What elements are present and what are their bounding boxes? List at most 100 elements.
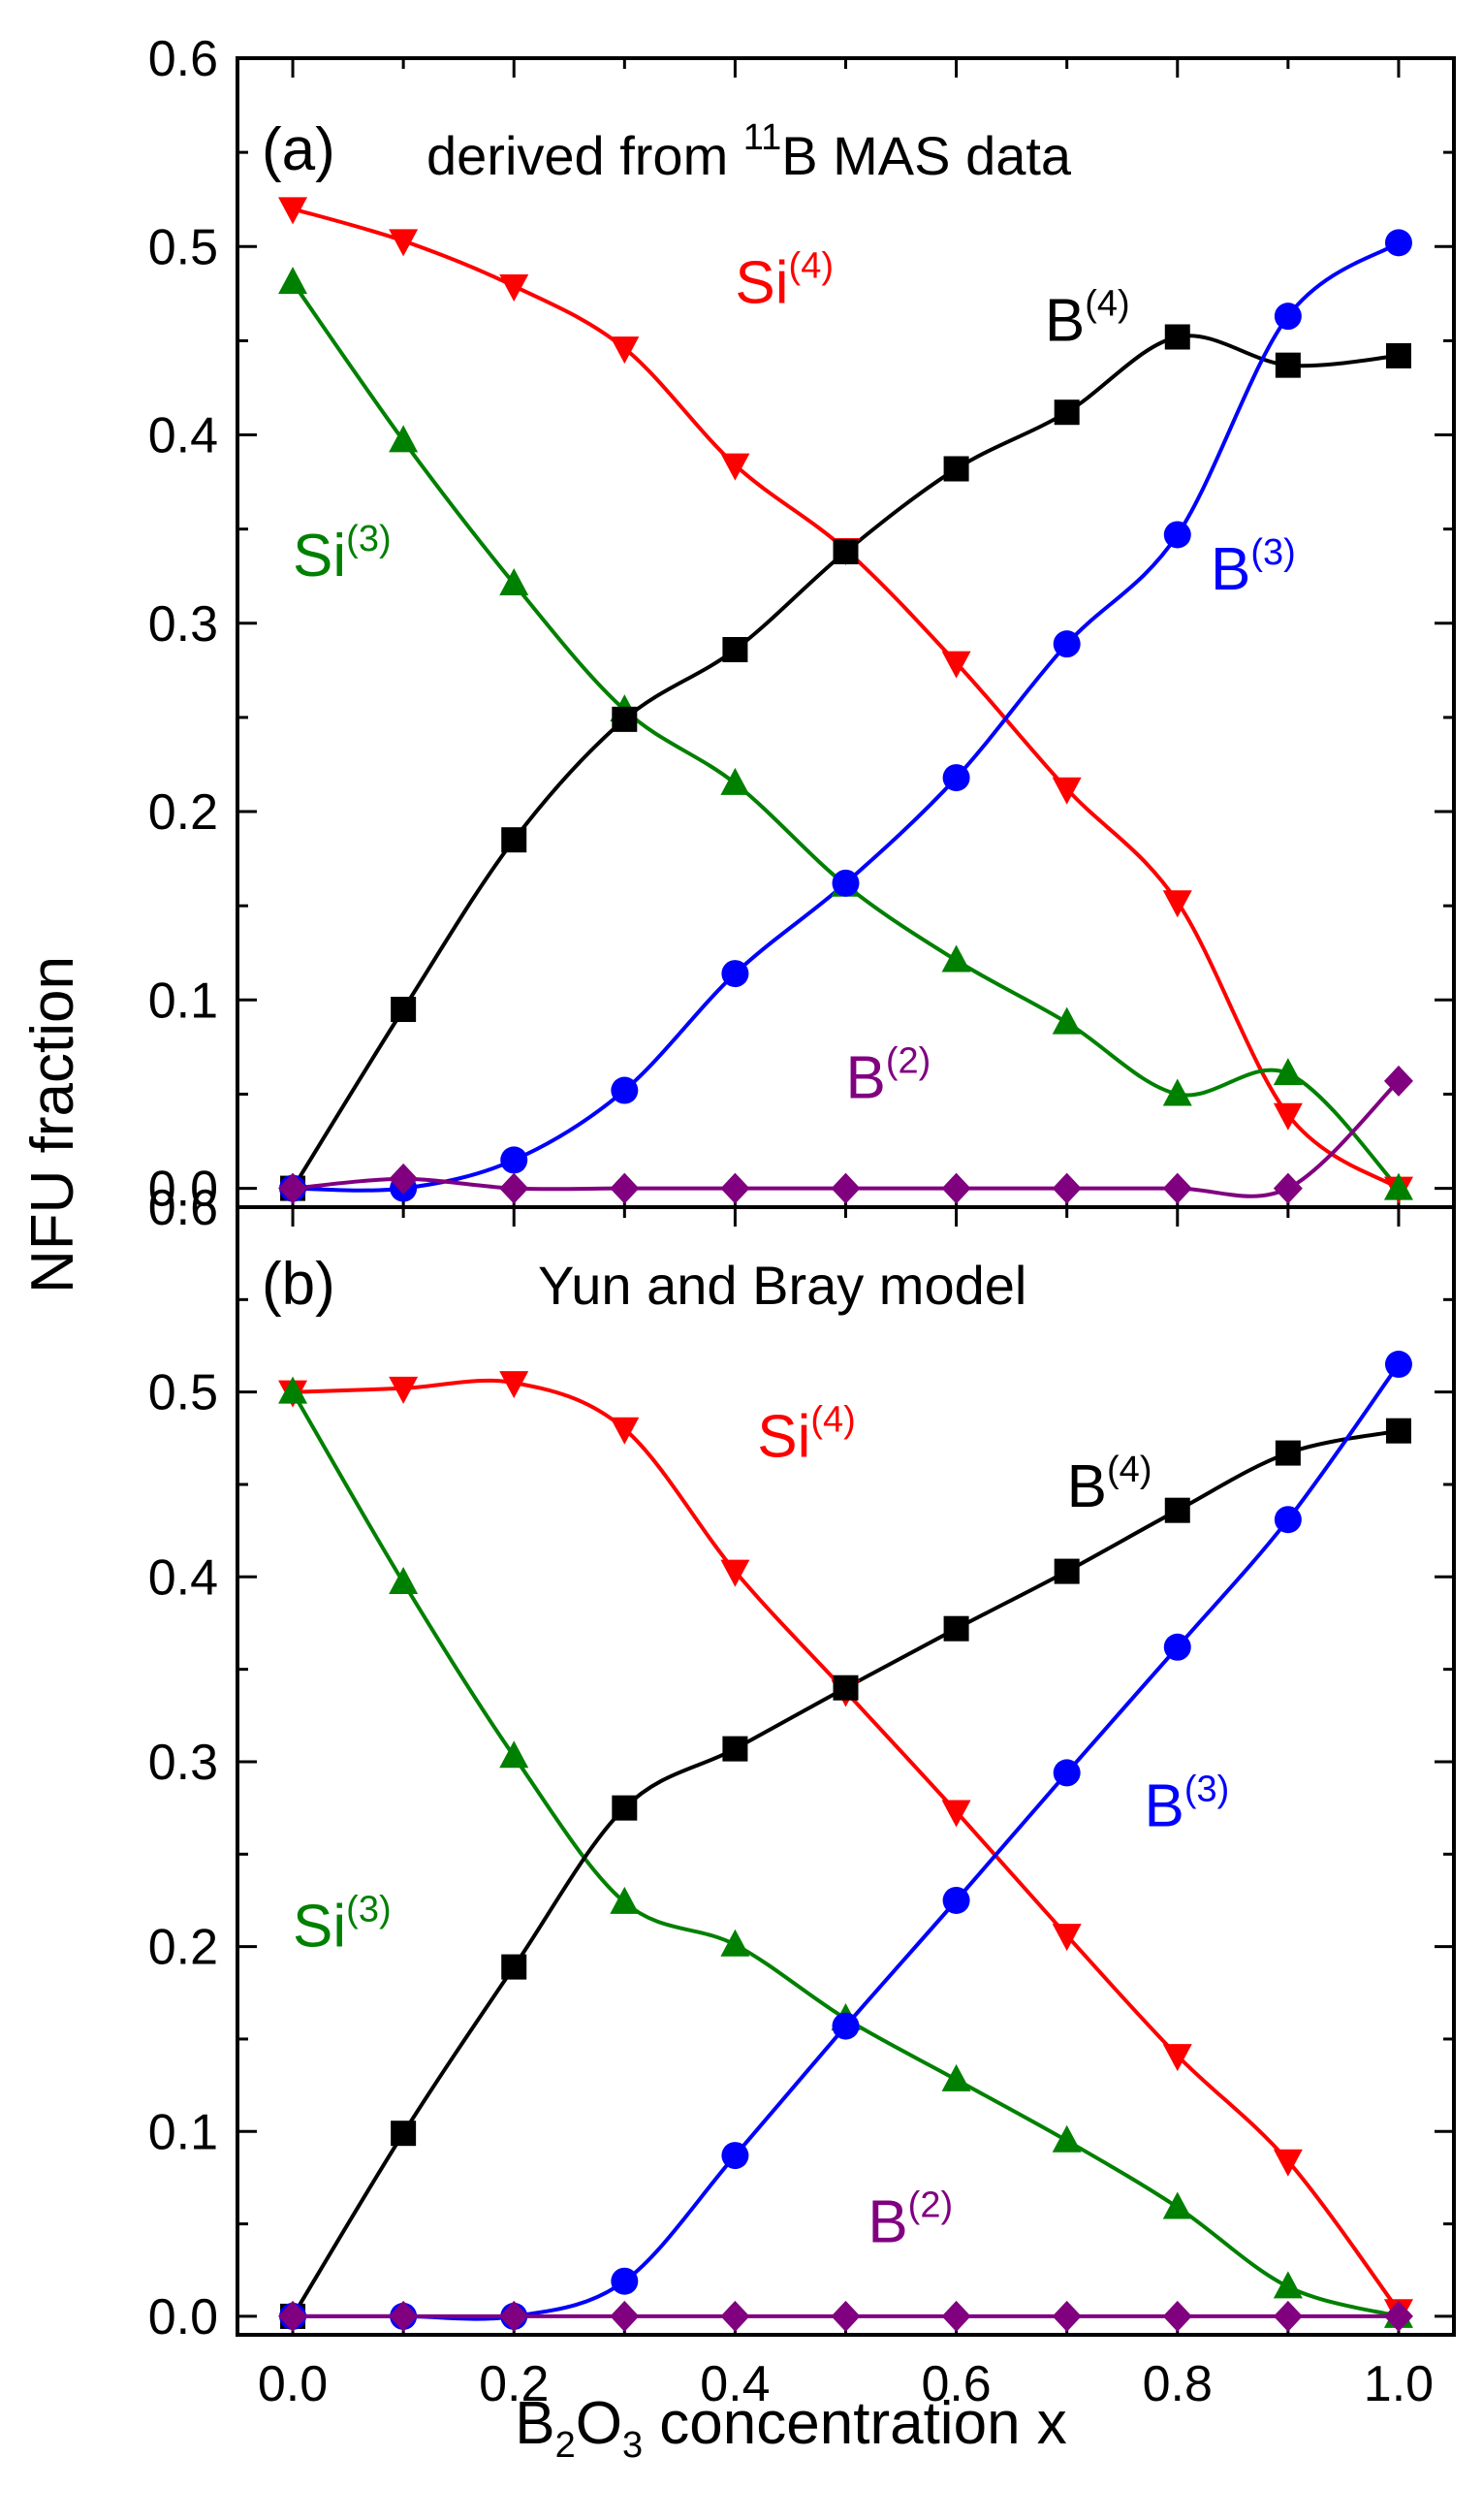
- data-point-si3: [941, 2063, 971, 2091]
- series-label-si4: Si(4): [757, 1399, 856, 1470]
- markers-b: [278, 1351, 1413, 2332]
- data-point-b4: [722, 636, 748, 662]
- data-point-si4: [941, 651, 971, 679]
- data-point-b4: [1164, 1497, 1190, 1523]
- y-tick-label: 0.5: [148, 1365, 218, 1421]
- data-point-b2: [278, 1172, 308, 1204]
- data-point-b2: [1052, 2300, 1082, 2332]
- data-point-b3: [721, 960, 749, 988]
- series-label-b2: B(2): [846, 1040, 931, 1111]
- data-point-si3: [1162, 1078, 1192, 1106]
- panel-title-a-post: B MAS data: [781, 125, 1072, 186]
- data-point-b3: [942, 764, 970, 792]
- data-point-si4: [1273, 2149, 1303, 2177]
- y-tick-label: 0.0: [148, 2289, 218, 2345]
- data-point-b4: [501, 1954, 527, 1980]
- x-axis-title-o: O: [576, 2390, 622, 2457]
- x-axis-title-rest: concentration x: [643, 2390, 1067, 2457]
- data-point-b2: [1383, 1065, 1413, 1097]
- data-point-si4: [610, 336, 640, 365]
- data-point-b2: [1273, 2300, 1303, 2332]
- data-point-b3: [1053, 630, 1081, 658]
- data-point-b4: [833, 1675, 859, 1701]
- series-labels-b: Si(4) Si(3) B(4) B(3) B(2): [293, 1399, 1229, 2255]
- data-point-b3: [1163, 521, 1191, 549]
- y-tick-label: 0.6: [148, 31, 218, 87]
- series-line-b3: [293, 1362, 1401, 2321]
- data-point-b4: [391, 2121, 417, 2147]
- data-point-si4: [1273, 1102, 1303, 1131]
- data-point-b4: [1385, 1418, 1411, 1444]
- data-point-b3: [611, 1076, 639, 1104]
- panel-label-b: (b): [262, 1251, 335, 1318]
- series-line-si3: [291, 281, 1401, 1190]
- data-point-b2: [1273, 1172, 1303, 1204]
- y-tick-label: 0.3: [148, 1735, 218, 1791]
- data-point-b3: [1163, 1633, 1191, 1661]
- panel-title-a: derived from 11B MAS data: [426, 117, 1072, 186]
- data-point-b2: [389, 1163, 419, 1195]
- y-axis-title: NFU fraction: [19, 956, 86, 1293]
- data-point-si3: [610, 1886, 640, 1914]
- curves-b: [291, 1362, 1401, 2321]
- panel-a: 0.0 0.1 0.2 0.3 0.4 0.5 0.6 Si(4) Si(3) B(4) B(3)…: [148, 31, 1456, 1218]
- panel-title-a-pre: derived from: [426, 125, 743, 186]
- data-point-si3: [1273, 1058, 1303, 1086]
- x-axis-title-b: B: [515, 2390, 554, 2457]
- data-point-b2: [831, 2300, 861, 2332]
- data-point-si4: [499, 274, 529, 303]
- x-tick-label: 0.2: [479, 2356, 549, 2412]
- y-tick-label: 0.2: [148, 784, 218, 841]
- data-point-b4: [1385, 342, 1411, 368]
- data-point-si4: [1052, 1924, 1082, 1952]
- data-point-si4: [941, 1800, 971, 1828]
- data-point-b2: [720, 2300, 750, 2332]
- data-point-b3: [832, 869, 860, 897]
- data-point-b2: [941, 2300, 971, 2332]
- series-label-b3: B(3): [1211, 532, 1296, 603]
- data-point-si3: [278, 1376, 308, 1404]
- data-point-si4: [610, 1417, 640, 1445]
- data-point-b3: [1384, 1351, 1412, 1379]
- data-point-b3: [942, 1886, 970, 1914]
- data-point-b2: [499, 2300, 529, 2332]
- data-point-b4: [1164, 324, 1190, 350]
- y-tick-label: 0.1: [148, 973, 218, 1029]
- data-point-b4: [1275, 1440, 1301, 1466]
- data-point-b4: [612, 1795, 638, 1821]
- data-point-si3: [389, 425, 419, 453]
- series-line-si4: [292, 1378, 1401, 2313]
- data-point-b2: [941, 1172, 971, 1204]
- ticks-b: 0.0 0.1 0.2 0.3 0.4 0.5 0.6 0.0 0.2 0.4 0.6 0.8 1.0: [148, 1180, 1454, 2412]
- data-point-si4: [278, 197, 308, 225]
- data-point-si3: [499, 567, 529, 595]
- series-label-b2: B(2): [868, 2185, 953, 2256]
- data-point-b3: [1274, 303, 1302, 331]
- x-tick-label: 0.8: [1143, 2356, 1213, 2412]
- x-axis-title-sub2: 3: [622, 2425, 643, 2466]
- data-point-b3: [500, 1146, 528, 1174]
- data-point-b4: [501, 827, 527, 853]
- data-point-si4: [389, 1376, 419, 1404]
- data-point-b4: [1054, 1558, 1080, 1584]
- data-point-b2: [1383, 2300, 1413, 2332]
- data-point-b2: [1162, 2300, 1192, 2332]
- data-point-b4: [1054, 399, 1080, 426]
- series-label-b4: B(4): [1045, 283, 1130, 354]
- data-point-si3: [720, 1929, 750, 1957]
- data-point-si4: [720, 1559, 750, 1587]
- data-point-si4: [720, 453, 750, 481]
- y-tick-label: 0.5: [148, 219, 218, 275]
- data-point-b3: [721, 2142, 749, 2170]
- x-tick-label: 0.6: [921, 2356, 991, 2412]
- data-point-b2: [720, 1172, 750, 1204]
- x-tick-label: 0.0: [258, 2356, 328, 2412]
- panel-label-a: (a): [262, 116, 335, 183]
- data-point-b3: [1274, 1506, 1302, 1534]
- x-axis-title: B2O3 concentration x: [515, 2390, 1067, 2466]
- data-point-b2: [278, 2300, 308, 2332]
- y-tick-label: 0.6: [148, 1180, 218, 1236]
- data-point-si3: [941, 944, 971, 973]
- data-point-b4: [612, 706, 638, 732]
- data-point-si3: [1162, 2191, 1192, 2219]
